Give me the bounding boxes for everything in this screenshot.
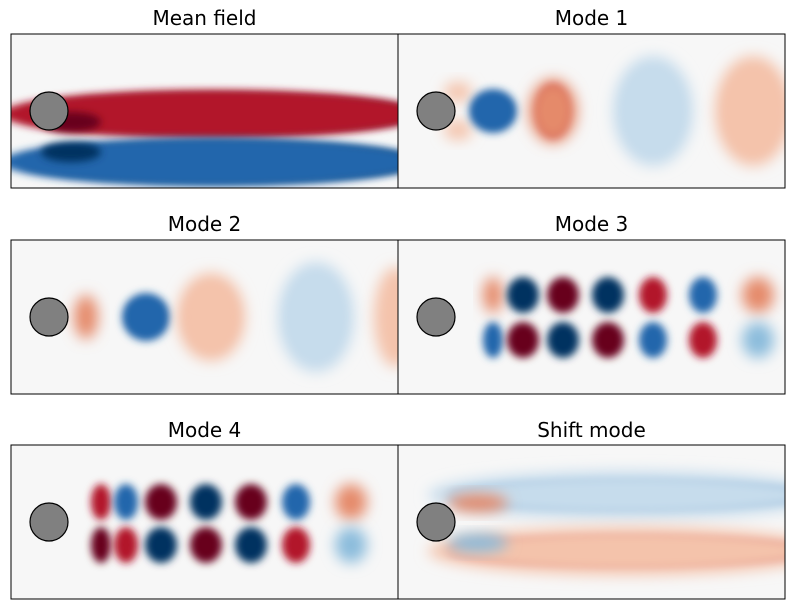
flow-structure (145, 484, 177, 520)
flow-structure (114, 527, 138, 563)
background (11, 445, 398, 599)
flow-structure (282, 527, 310, 563)
panel-frame (397, 33, 786, 189)
panel-title: Mean field (152, 6, 256, 30)
flow-structure (122, 293, 170, 341)
flow-structure (639, 277, 667, 313)
cylinder (416, 297, 456, 337)
flow-structure (689, 322, 717, 358)
flow-structure (190, 484, 222, 520)
panel-title: Mode 3 (555, 212, 629, 236)
flow-structure (335, 484, 367, 520)
flow-structure (547, 277, 579, 313)
panel-title: Mode 2 (168, 212, 242, 236)
field (398, 240, 785, 394)
background (398, 240, 785, 394)
flow-structure (282, 484, 310, 520)
flow-structure (235, 527, 267, 563)
flow-structure (444, 120, 472, 140)
flow-structure (11, 90, 398, 138)
background (398, 445, 785, 599)
flow-structure (190, 527, 222, 563)
flow-structure (742, 277, 774, 313)
flow-structure (592, 277, 624, 313)
flow-structure (469, 89, 517, 133)
flow-structure (145, 527, 177, 563)
flow-structure (715, 56, 785, 166)
flow-structure (374, 267, 398, 367)
flow-structure (91, 527, 111, 563)
flow-structure (507, 322, 539, 358)
panel-title: Mode 4 (168, 418, 242, 442)
flow-structure (74, 295, 98, 339)
flow-structure (444, 82, 472, 102)
flow-structure (529, 79, 577, 143)
field (11, 240, 398, 394)
panel-frame (397, 444, 786, 600)
cylinder (416, 502, 456, 542)
flow-structure (91, 484, 111, 520)
flow-structure (11, 138, 398, 186)
flow-structure (483, 322, 503, 358)
field (398, 445, 785, 599)
flow-structure (41, 142, 101, 162)
flow-structure (335, 527, 367, 563)
panel-frame (397, 239, 786, 395)
cylinder (29, 91, 69, 131)
flow-structure (448, 494, 508, 512)
field (11, 445, 398, 599)
cylinder (29, 502, 69, 542)
field (11, 34, 398, 188)
flow-structure (235, 484, 267, 520)
cylinder (29, 297, 69, 337)
flow-structure (448, 534, 508, 552)
flow-structure (689, 277, 717, 313)
flow-structure (547, 322, 579, 358)
flow-structure (483, 277, 503, 313)
flow-structure (278, 262, 354, 372)
flow-structure (177, 273, 245, 361)
flow-structure (114, 484, 138, 520)
flow-structure (613, 56, 693, 166)
flow-structure (639, 322, 667, 358)
field (398, 34, 785, 188)
panel-title: Shift mode (537, 418, 646, 442)
flow-structure (428, 471, 785, 519)
flow-structure (592, 322, 624, 358)
flow-structure (428, 527, 785, 575)
flow-structure (507, 277, 539, 313)
panel-title: Mode 1 (555, 6, 629, 30)
cylinder (416, 91, 456, 131)
flow-structure (742, 322, 774, 358)
